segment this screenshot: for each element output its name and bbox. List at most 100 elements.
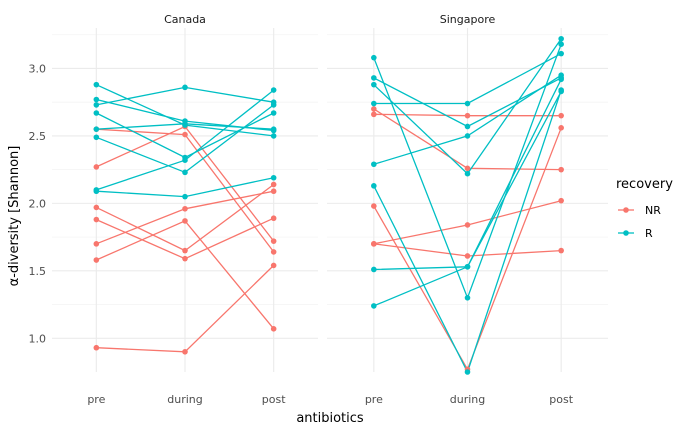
- data-point: [270, 133, 277, 139]
- data-point: [558, 88, 564, 95]
- series-points: [93, 35, 564, 375]
- facet-strips: Canada Singapore: [164, 13, 495, 26]
- data-point: [558, 112, 564, 119]
- data-point: [270, 181, 277, 188]
- data-point: [182, 157, 188, 164]
- legend-items: NR R: [618, 204, 661, 240]
- data-point: [464, 295, 471, 301]
- data-point: [371, 54, 377, 61]
- y-tick-label: 2.0: [29, 197, 47, 210]
- data-point: [371, 303, 377, 309]
- data-point: [270, 262, 277, 269]
- data-point: [182, 205, 188, 212]
- data-point: [464, 123, 471, 130]
- data-point: [93, 81, 100, 88]
- data-point: [464, 100, 471, 107]
- legend-key-point: [623, 207, 629, 213]
- x-tick-label: pre: [365, 393, 383, 406]
- data-point: [558, 35, 564, 42]
- y-tick-label: 1.0: [29, 332, 47, 345]
- data-point: [93, 164, 100, 170]
- data-point: [464, 170, 471, 177]
- data-point: [558, 197, 564, 204]
- data-point: [182, 84, 188, 91]
- data-point: [182, 169, 188, 176]
- x-tick-label: during: [167, 393, 203, 406]
- data-point: [270, 126, 277, 132]
- data-point: [464, 222, 471, 228]
- legend-label: R: [645, 227, 653, 240]
- data-point: [270, 238, 277, 244]
- data-point: [270, 174, 277, 181]
- data-point: [182, 348, 188, 355]
- y-tick-label: 2.5: [29, 130, 47, 143]
- data-point: [371, 241, 377, 247]
- x-tick-label: pre: [87, 393, 105, 406]
- data-point: [558, 72, 564, 79]
- data-point: [464, 165, 471, 172]
- legend: recovery NR R: [616, 177, 673, 240]
- facet-label: Canada: [164, 13, 206, 26]
- data-point: [182, 193, 188, 200]
- data-point: [371, 266, 377, 273]
- data-point: [93, 216, 100, 223]
- data-point: [270, 249, 277, 255]
- data-point: [182, 247, 188, 254]
- data-point: [270, 215, 277, 222]
- x-axis-title: antibiotics: [296, 411, 364, 426]
- data-point: [464, 369, 471, 375]
- data-point: [93, 96, 100, 103]
- data-point: [93, 241, 100, 247]
- data-point: [464, 263, 471, 270]
- data-point: [558, 166, 564, 173]
- x-tick-label: post: [549, 393, 573, 406]
- data-point: [270, 87, 277, 93]
- y-axis-title: α-diversity [Shannon]: [7, 146, 22, 287]
- data-point: [558, 125, 564, 131]
- x-tick-label: post: [262, 393, 286, 406]
- legend-item: R: [618, 227, 653, 240]
- data-point: [270, 326, 277, 332]
- legend-item: NR: [618, 204, 661, 217]
- data-point: [182, 120, 188, 127]
- legend-key-point: [623, 230, 629, 236]
- data-point: [558, 50, 564, 57]
- data-point: [371, 161, 377, 168]
- legend-title: recovery: [616, 177, 673, 192]
- data-point: [558, 41, 564, 47]
- data-point: [464, 133, 471, 139]
- legend-label: NR: [645, 204, 661, 217]
- data-point: [182, 255, 188, 262]
- data-point: [182, 218, 188, 224]
- data-point: [270, 110, 277, 116]
- data-point: [464, 112, 471, 119]
- data-point: [371, 203, 377, 209]
- data-point: [93, 102, 100, 108]
- facet-label: Singapore: [440, 13, 496, 26]
- data-point: [558, 247, 564, 254]
- data-point: [270, 188, 277, 195]
- data-point: [93, 134, 100, 141]
- y-tick-label: 3.0: [29, 62, 47, 75]
- data-point: [93, 126, 100, 132]
- data-point: [464, 253, 471, 259]
- data-point: [93, 257, 100, 263]
- data-point: [93, 344, 100, 351]
- axes: pre during post pre during post 1.0 1.5 2.0 2.5 3.…: [29, 62, 574, 406]
- data-point: [93, 110, 100, 116]
- data-point: [182, 131, 188, 138]
- data-point: [371, 81, 377, 88]
- data-point: [558, 76, 564, 83]
- data-point: [371, 111, 377, 118]
- data-point: [93, 204, 100, 211]
- data-point: [371, 75, 377, 81]
- series-lines: [96, 38, 562, 374]
- y-tick-label: 1.5: [29, 265, 47, 278]
- data-point: [371, 183, 377, 189]
- data-point: [371, 100, 377, 107]
- data-point: [270, 102, 277, 108]
- x-tick-label: during: [450, 393, 486, 406]
- data-point: [371, 106, 377, 112]
- data-point: [93, 188, 100, 195]
